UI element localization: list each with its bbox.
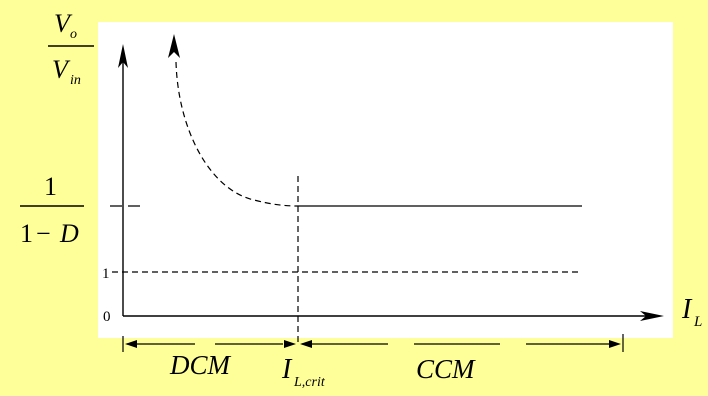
y-label-denominator-sub: in [70,73,81,88]
x-label-main: I [681,294,693,325]
y-label-numerator: V [54,9,73,38]
level-label-denominator-one: 1 [20,219,33,248]
dcm-label: DCM [169,350,232,380]
x-axis-label: I L [681,294,702,330]
dcm-curve [175,61,299,207]
y-axis-arrowhead [118,44,128,68]
x-label-sub: L [693,314,702,330]
y-label-denominator: V [52,55,71,84]
dcm-curve-arrowhead [168,34,180,58]
y-axis-label: V o V in [48,9,94,88]
level-label-d: D [59,219,79,248]
ccm-right-arrowhead [609,340,621,348]
tick-label-zero: 0 [103,309,111,325]
ccm-left-arrowhead [300,340,312,348]
tick-label-one: 1 [102,266,110,282]
plot-area [98,22,673,338]
y-label-numerator-sub: o [70,27,77,42]
ccm-label: CCM [416,354,476,384]
dcm-right-arrowhead [284,340,296,348]
critical-current-label: I L,crit [281,354,326,390]
critical-label-sub: L,crit [293,375,326,390]
dcm-left-arrowhead [125,340,137,348]
level-label: 1 1 − D [20,172,84,248]
level-label-minus: − [36,219,51,248]
x-axis-arrowhead [640,311,664,321]
critical-label-main: I [281,354,293,385]
level-label-numerator: 1 [44,172,57,201]
